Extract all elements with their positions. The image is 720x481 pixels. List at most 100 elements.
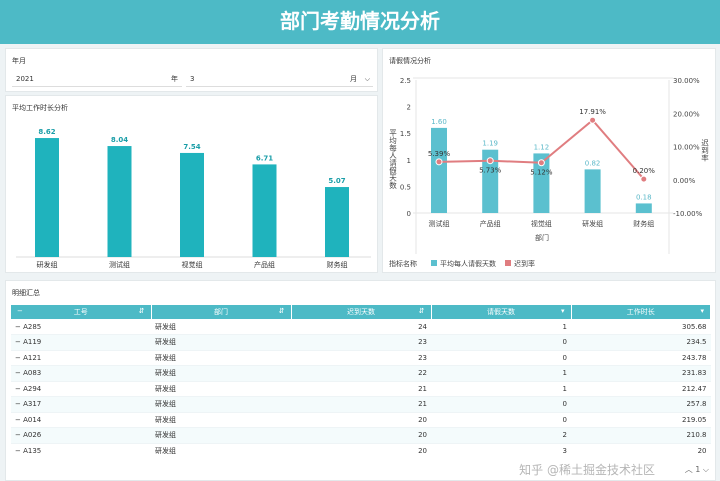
collapse-icon[interactable]: − (15, 415, 24, 424)
line-point (589, 116, 597, 124)
x-tick-label: 产品组 (254, 260, 275, 269)
table-cell: 22 (291, 365, 431, 382)
cell-value: 研发组 (155, 400, 176, 409)
cell-value: 1 (562, 369, 567, 378)
cell-value: 212.47 (682, 384, 707, 393)
cell-value: 研发组 (155, 431, 176, 440)
table-cell: − A119 (11, 334, 151, 351)
cell-value: 0 (562, 338, 567, 347)
y-tick-label: 0.5 (400, 183, 411, 191)
x-tick-label: 研发组 (37, 260, 58, 269)
table-row[interactable]: − A317 研发组 21 0 257.8 (11, 396, 711, 413)
cell-value: A014 (23, 415, 42, 424)
bar (35, 138, 59, 257)
table-cell: 1 (431, 381, 571, 397)
month-select[interactable]: 3 月 ⌵ (186, 73, 373, 87)
cell-value: 20 (418, 431, 427, 440)
table-cell: 305.68 (571, 319, 711, 335)
sort-icon[interactable]: ⇵ (138, 307, 145, 315)
table-cell: 234.5 (571, 334, 711, 351)
y2-tick-label: 0.00% (673, 177, 696, 185)
bar-label: 8.04 (111, 136, 128, 144)
page-up-icon[interactable]: ︿ (684, 465, 693, 474)
filter-icon[interactable]: ▾ (700, 307, 704, 315)
table-cell: 257.8 (571, 396, 711, 413)
collapse-icon[interactable]: − (15, 369, 24, 378)
detail-panel: 明细汇总 − 工号 ⇵ 部门 ⇵ 迟到天数 ⇵ 请假天数 ▾ 工作时长 ▾ − A285 研发… (5, 280, 716, 481)
table-row[interactable]: − A121 研发组 23 0 243.78 (11, 350, 711, 366)
x-tick-label: 财务组 (327, 260, 348, 269)
filter-icon[interactable]: ▾ (560, 307, 565, 315)
cell-value: 1 (562, 322, 567, 331)
sort-icon[interactable]: ⇵ (278, 307, 285, 315)
table-row[interactable]: − A083 研发组 22 1 231.83 (11, 365, 711, 382)
cell-value: 2 (562, 431, 567, 440)
bar (482, 149, 499, 213)
collapse-icon[interactable]: − (15, 400, 24, 409)
page-down-icon[interactable]: ⌵ (702, 465, 709, 474)
column-header-leave[interactable]: 请假天数 ▾ (431, 305, 572, 319)
table-cell: 20 (291, 443, 431, 457)
cell-value: 24 (418, 322, 427, 331)
collapse-icon[interactable]: − (15, 446, 24, 455)
legend-label: 迟到率 (514, 259, 535, 268)
filter-label: 年月 (12, 57, 26, 65)
cell-value: 219.05 (682, 415, 707, 424)
table-cell: − A026 (11, 427, 151, 444)
table-cell: 研发组 (151, 412, 291, 428)
cell-value: 0 (562, 353, 567, 362)
table-row[interactable]: − A294 研发组 21 1 212.47 (11, 381, 711, 397)
leave-chart: 0 0.5 1 1.5 2 2.5 -10.00% 0.00% 10.00% 20.00% 30.0… (388, 77, 709, 268)
line-point (486, 157, 494, 165)
table-cell: 0 (431, 412, 571, 428)
x-tick-label: 产品组 (480, 219, 501, 228)
cell-value: 22 (418, 369, 427, 378)
collapse-icon[interactable]: − (15, 384, 24, 393)
column-header-dept[interactable]: 部门 ⇵ (151, 305, 292, 319)
bar-label: 1.60 (431, 118, 447, 126)
table-row[interactable]: − A026 研发组 20 2 210.8 (11, 427, 711, 444)
collapse-icon[interactable]: − (15, 353, 24, 362)
cell-value: 243.78 (682, 353, 707, 362)
table-cell: 21 (291, 396, 431, 413)
y-tick-label: 1 (407, 157, 411, 165)
month-unit: 月 (350, 75, 357, 83)
watermark: 知乎 @稀土掘金技术社区 (519, 463, 655, 477)
bar-label: 8.62 (38, 128, 55, 136)
table-cell: 2 (431, 427, 571, 444)
leave-chart-title: 请假情况分析 (389, 57, 431, 65)
cell-value: A294 (23, 384, 42, 393)
page-number: 1 (695, 465, 701, 474)
table-title: 明细汇总 (12, 289, 40, 297)
table-cell: 0 (431, 396, 571, 413)
table-cell: 研发组 (151, 381, 291, 397)
column-header-late[interactable]: 迟到天数 ⇵ (291, 305, 432, 319)
header-label: 工号 (73, 308, 88, 316)
cell-value: 研发组 (155, 353, 176, 362)
bar-label: 7.54 (183, 143, 200, 151)
table-row[interactable]: − A119 研发组 23 0 234.5 (11, 334, 711, 351)
sort-icon[interactable]: ⇵ (418, 307, 425, 315)
year-input[interactable]: 2021 年 (12, 73, 182, 87)
work-hours-chart: 8.62 研发组 8.04 测试组 7.54 视觉组 6.71 产品组 5.07 财务组 (16, 128, 371, 269)
cell-value: 23 (418, 353, 427, 362)
filter-panel: 年月 2021 年 3 月 ⌵ (5, 48, 378, 92)
column-header-hours[interactable]: 工作时长 ▾ (571, 305, 711, 319)
table-row[interactable]: − A285 研发组 24 1 305.68 (11, 319, 711, 335)
collapse-icon[interactable]: − (15, 322, 24, 331)
y2-tick-label: 10.00% (673, 144, 700, 152)
cell-value: A317 (23, 400, 42, 409)
collapse-icon[interactable]: − (15, 338, 24, 347)
cell-value: A083 (23, 369, 42, 378)
table-row[interactable]: − A014 研发组 20 0 219.05 (11, 412, 711, 428)
column-header-id[interactable]: − 工号 ⇵ (11, 305, 152, 319)
table-cell: 1 (431, 365, 571, 382)
pagination[interactable]: ︿ 1 ⌵ (685, 464, 709, 475)
table-cell: 1 (431, 319, 571, 335)
table-cell: 研发组 (151, 350, 291, 366)
table-cell: 研发组 (151, 443, 291, 457)
table-cell: 研发组 (151, 319, 291, 335)
table-row[interactable]: − A135 研发组 20 3 20 (11, 443, 711, 457)
collapse-icon[interactable]: − (15, 431, 24, 440)
table-cell: 20 (291, 427, 431, 444)
